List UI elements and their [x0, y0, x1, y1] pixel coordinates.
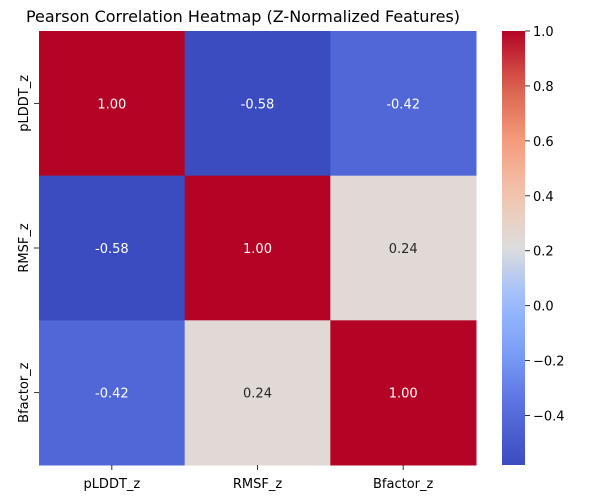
colorbar-tick-label: 0.2 [533, 245, 554, 260]
y-tick-label: Bfactor_z [17, 362, 32, 423]
heatmap-cell [330, 175, 477, 321]
heatmap-cell [39, 175, 186, 321]
x-tick-label: Bfactor_z [373, 477, 434, 492]
heatmap-cell [39, 320, 186, 466]
y-tick-label: RMSF_z [17, 223, 32, 272]
cell-value-label: -0.58 [241, 97, 275, 112]
x-tick-label: RMSF_z [233, 477, 282, 492]
heatmap-cell [330, 320, 477, 466]
colorbar-tick-label: 0.4 [533, 190, 554, 205]
colorbar-tick-label: 1.0 [533, 25, 554, 40]
cell-value-label: 1.00 [243, 242, 272, 257]
cell-value-label: 0.24 [243, 387, 272, 402]
heatmap-cell [39, 31, 186, 177]
heatmap-cells [39, 31, 477, 466]
colorbar-tick-label: −0.4 [533, 410, 565, 425]
y-tick-label: pLDDT_z [17, 75, 32, 132]
cell-value-label: -0.42 [95, 387, 129, 402]
chart-title: Pearson Correlation Heatmap (Z-Normalize… [26, 7, 460, 26]
x-tick-label: pLDDT_z [83, 477, 140, 492]
colorbar-tick-label: 0.8 [533, 80, 554, 95]
cell-value-label: 1.00 [389, 387, 418, 402]
cell-value-label: 0.24 [389, 242, 418, 257]
cell-value-label: 1.00 [97, 97, 126, 112]
cell-value-label: -0.42 [386, 97, 420, 112]
x-axis-ticks: pLDDT_z RMSF_z Bfactor_z [83, 465, 434, 492]
colorbar [502, 31, 525, 465]
colorbar-tick-label: 0.6 [533, 135, 554, 150]
heatmap-cell-labels: 1.00 -0.58 -0.42 -0.58 1.00 0.24 -0.42 0.24 1.00 [95, 97, 420, 401]
heatmap-cell [184, 31, 331, 177]
y-axis-ticks: pLDDT_z RMSF_z Bfactor_z [17, 75, 39, 423]
heatmap-cell [184, 175, 331, 321]
colorbar-ticks: −0.4 −0.2 0.0 0.2 0.4 0.6 0.8 1.0 [525, 25, 565, 425]
heatmap-cell [184, 320, 331, 466]
cell-value-label: -0.58 [95, 242, 129, 257]
colorbar-tick-label: 0.0 [533, 300, 554, 315]
colorbar-tick-label: −0.2 [533, 355, 565, 370]
heatmap-cell [330, 31, 477, 177]
